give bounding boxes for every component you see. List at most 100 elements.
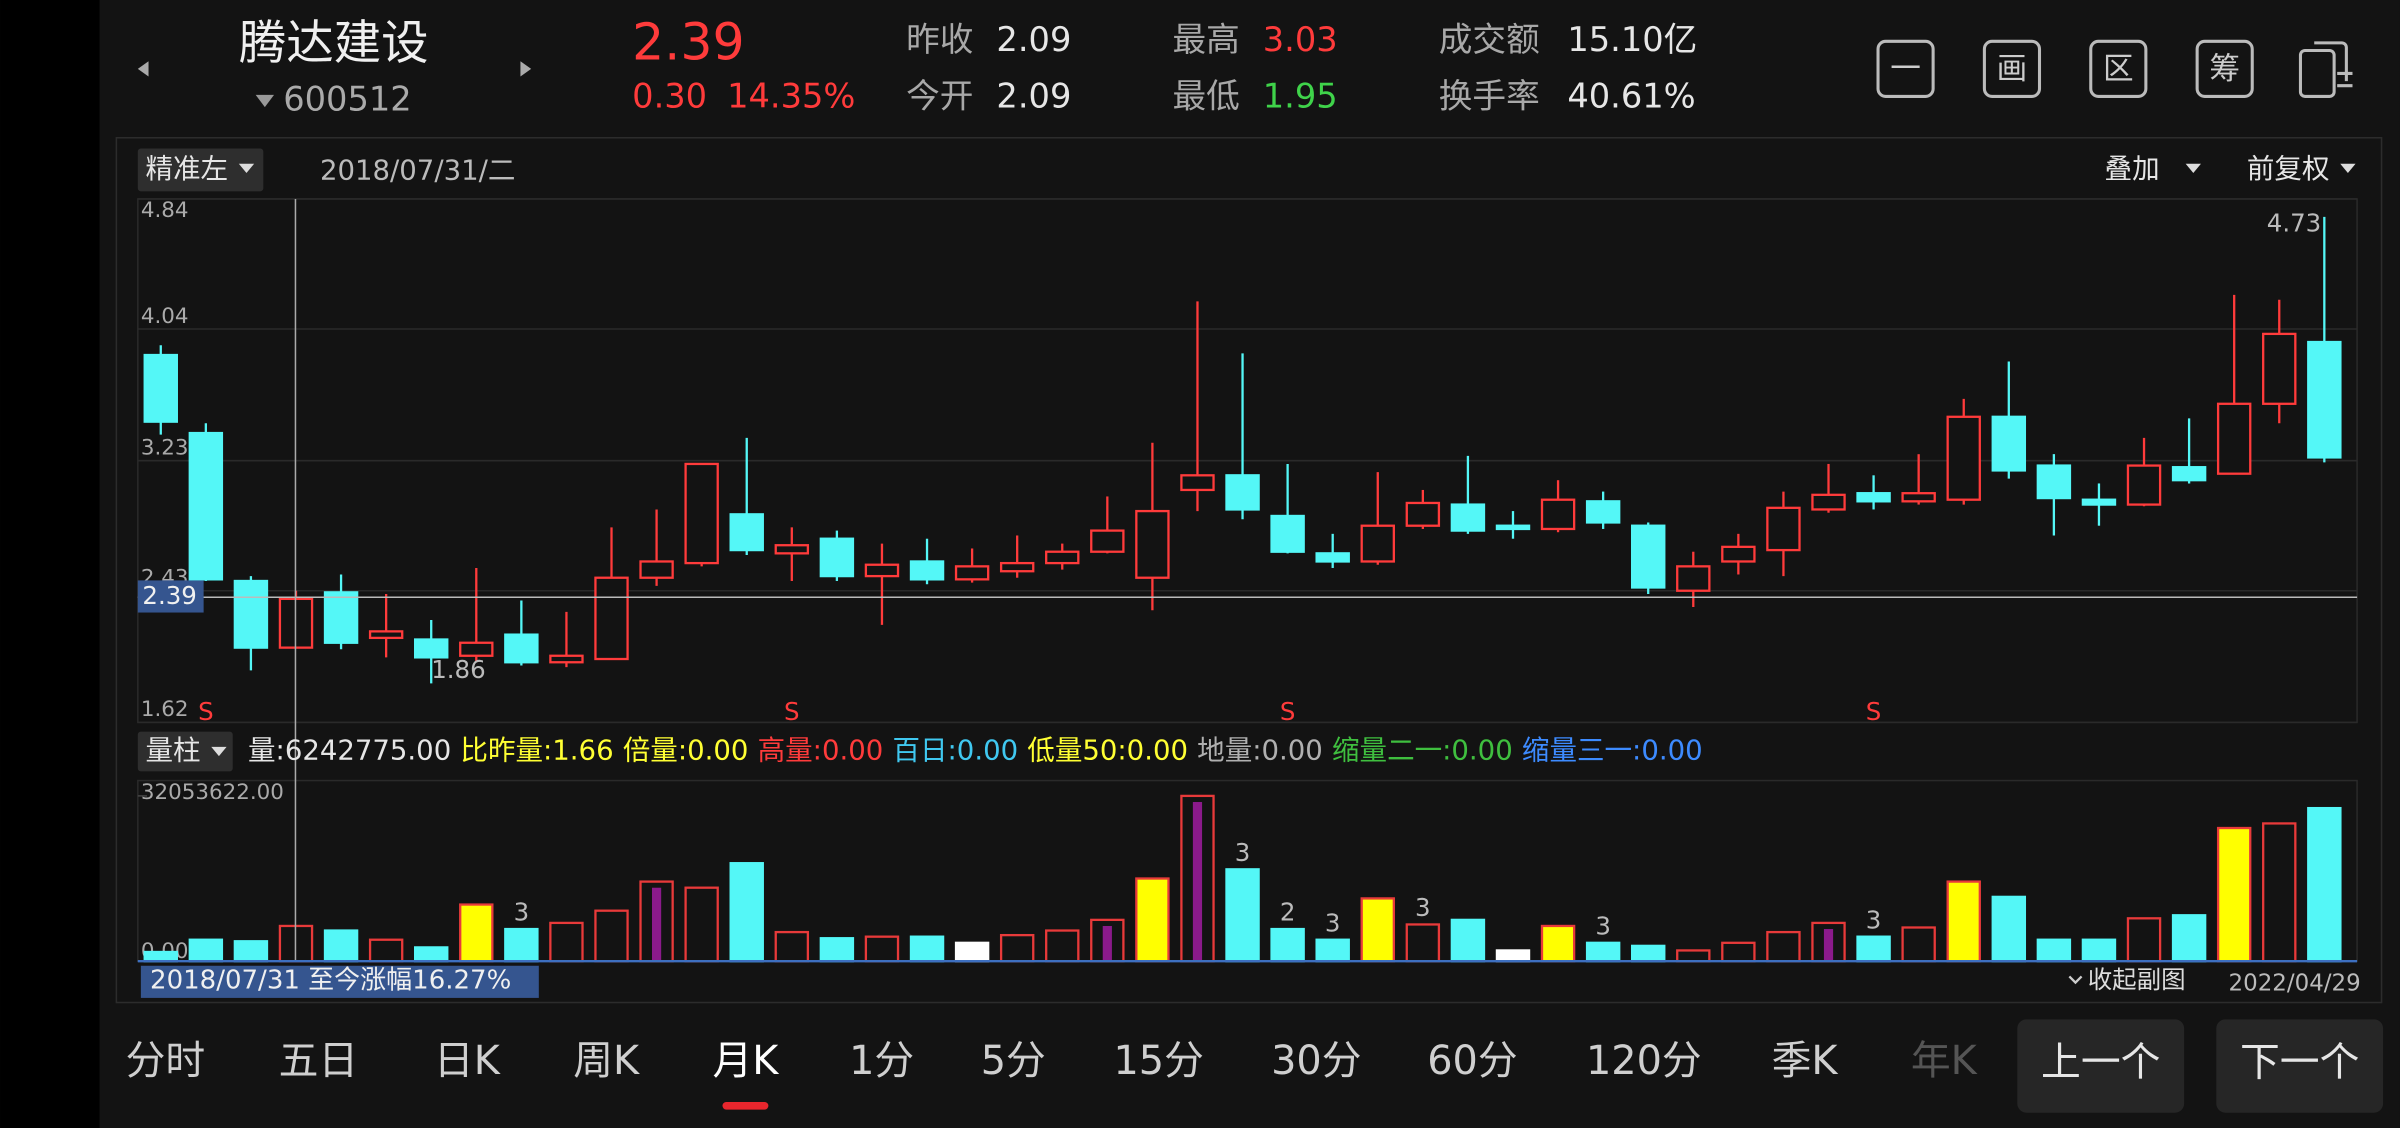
dropdown-arrow (2185, 163, 2201, 173)
indicator-label: 倍量: (623, 734, 687, 766)
candle-body (1721, 545, 1756, 563)
stock-name: 腾达建设 (239, 16, 429, 71)
mode-label[interactable]: 精准左 (145, 153, 228, 185)
indicator-value: 0.00 (1262, 734, 1323, 766)
icon-frame[interactable] (1982, 39, 2042, 98)
period-tab[interactable]: 120分 (1586, 1038, 1702, 1084)
icon-frame[interactable] (2089, 39, 2148, 98)
volume-bar (368, 938, 404, 963)
period-tab[interactable]: 60分 (1427, 1038, 1517, 1084)
period-tab[interactable]: 1分 (849, 1038, 914, 1084)
stat-value: 1.95 (1263, 76, 1338, 115)
collapse-subchart[interactable]: 收起副图 (2088, 965, 2186, 994)
volume-bar (954, 941, 990, 963)
nav-button[interactable] (2017, 1019, 2185, 1113)
nav-button-label[interactable]: 下一个 (2240, 1040, 2359, 1086)
collapse-chevron[interactable] (2068, 975, 2083, 985)
indicator-value: 1.66 (552, 734, 613, 766)
indicator-name[interactable]: 量柱 (145, 734, 200, 766)
candle-body (1360, 524, 1395, 563)
overlay-label[interactable]: 叠加 (2105, 153, 2160, 185)
period-tab[interactable]: 5分 (981, 1038, 1046, 1084)
icon-frame[interactable] (1876, 39, 1935, 98)
candle-body (1540, 498, 1576, 531)
icon-glyph[interactable]: 画 (1997, 52, 2028, 87)
stat-label: 换手率 (1439, 76, 1540, 115)
volume-bar (1630, 944, 1666, 963)
volume-bar (1901, 926, 1936, 963)
stat-label: 最低 (1172, 76, 1239, 115)
stock-code: 600512 (283, 80, 411, 119)
stat-label: 最高 (1172, 20, 1239, 59)
nav-button[interactable] (2216, 1019, 2384, 1113)
price-change-pct: 14.35% (727, 76, 855, 115)
period-tab[interactable]: 15分 (1113, 1038, 1203, 1084)
candle-body (2216, 402, 2252, 475)
indicator-value: 0.00 (687, 734, 748, 766)
volume-bar (1991, 895, 2027, 963)
volume-bar (684, 886, 719, 963)
stat-value: 15.10亿 (1567, 20, 1697, 59)
volume-bar (188, 938, 224, 963)
candle-body (413, 638, 449, 659)
prev-stock-arrow[interactable] (137, 61, 149, 77)
adjust-label[interactable]: 前复权 (2247, 153, 2330, 185)
indicator-value: 0.00 (957, 734, 1018, 766)
candle-body (368, 630, 404, 640)
period-tab[interactable]: 季K (1772, 1038, 1839, 1084)
volume-bar (1585, 941, 1621, 963)
volume-bar-highlight (651, 887, 662, 962)
volume-annotation: 3 (1235, 838, 1251, 867)
indicator-button[interactable] (137, 731, 233, 772)
volume-bar (459, 903, 494, 963)
nav-button-label[interactable]: 上一个 (2041, 1040, 2160, 1086)
indicator-label: 量: (248, 734, 285, 766)
stat-label: 成交额 (1439, 20, 1540, 59)
last-price-label: 2.39 (142, 581, 196, 610)
volume-annotation: 3 (514, 898, 530, 927)
code-dropdown[interactable] (255, 94, 275, 108)
candle-body (1450, 503, 1486, 532)
candle-body (2036, 464, 2072, 500)
range-highlight (140, 965, 539, 998)
price-chart: 4.844.043.232.431.62 S S S S4.731.862.39 (137, 198, 2358, 726)
candle-body (1811, 493, 1846, 511)
y-tick-label: 3.23 (141, 435, 189, 460)
candle-body (1270, 514, 1305, 553)
candle-body (188, 431, 224, 581)
candle-body (1225, 474, 1260, 511)
icon-frame[interactable] (2195, 39, 2254, 98)
period-tabs: 分时 五日 日K 周K 月K 1分 5分 15分 30分 60分 120分 季K 年K (126, 1038, 1978, 1110)
candle-body (2126, 464, 2162, 506)
icon-glyph[interactable]: 区 (2103, 52, 2134, 87)
candle-body (774, 544, 810, 555)
volume-bar (549, 921, 584, 963)
candle-body (504, 633, 539, 664)
period-tab[interactable]: 30分 (1271, 1038, 1361, 1084)
range-gain: 2018/07/31 至今涨幅16.27% (150, 966, 511, 996)
period-tab[interactable]: 分时 (126, 1038, 206, 1084)
volume-bar (323, 929, 359, 963)
stat-label: 昨收 (906, 20, 973, 59)
period-tab[interactable]: 年K (1911, 1038, 1978, 1084)
phone-icon[interactable] (2298, 41, 2353, 98)
candle-body (639, 560, 674, 579)
period-tab[interactable]: 五日 (279, 1038, 359, 1084)
period-tab[interactable]: 日K (434, 1038, 501, 1084)
period-tab[interactable]: 周K (573, 1038, 640, 1084)
y-tick-label: 4.84 (141, 198, 189, 223)
period-tab[interactable]: 月K (712, 1038, 779, 1084)
icon-glyph[interactable]: 一 (1890, 52, 1921, 87)
candle-body (1766, 506, 1801, 552)
volume-bar (2126, 917, 2162, 963)
icon-glyph[interactable]: 筹 (2209, 52, 2240, 87)
stat-value: 3.03 (1263, 20, 1338, 59)
next-stock-arrow[interactable] (520, 61, 532, 77)
active-tab-underline (722, 1101, 769, 1110)
mode-button[interactable] (137, 148, 264, 192)
volume-bar (1045, 929, 1080, 963)
candle-body (909, 560, 945, 581)
volume-bar (413, 946, 449, 963)
candle-body (819, 537, 855, 578)
